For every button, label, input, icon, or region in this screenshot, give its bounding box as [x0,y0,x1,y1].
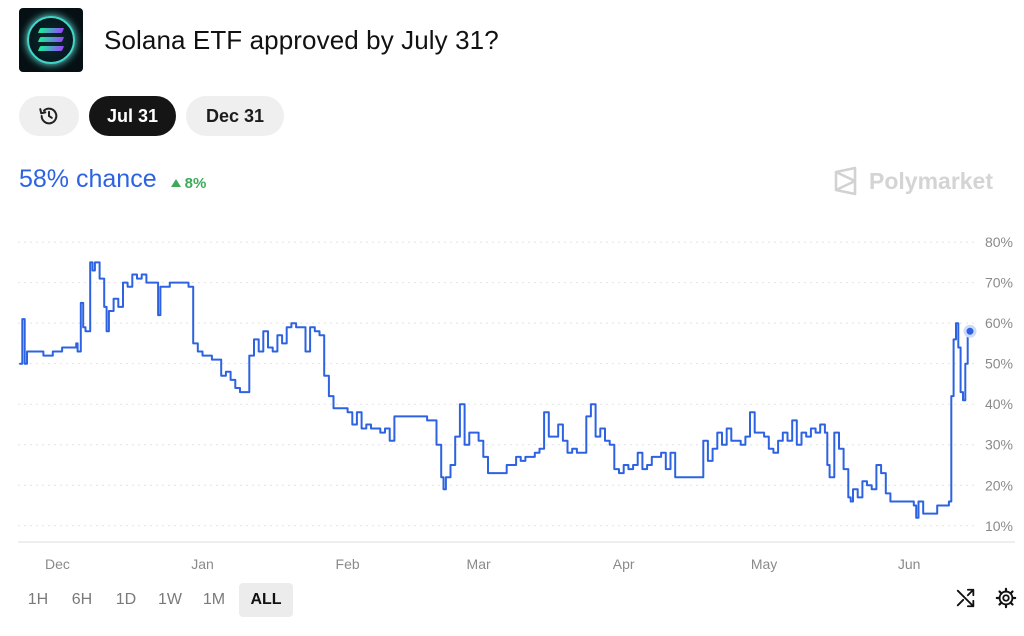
polymarket-logo-icon [834,166,857,196]
y-tick-label: 50% [985,356,1013,372]
settings-button[interactable] [994,586,1018,610]
y-tick-label: 60% [985,315,1013,331]
range-1m[interactable]: 1M [202,591,226,608]
x-tick-label: Apr [613,556,635,572]
x-tick-label: Dec [45,556,70,572]
range-1d[interactable]: 1D [115,591,137,608]
market-title: Solana ETF approved by July 31? [104,24,499,55]
price-line [19,261,971,519]
time-range-selector: 1H 6H 1D 1W 1M ALL [19,583,293,617]
y-tick-label: 10% [985,518,1013,534]
market-header: Solana ETF approved by July 31? [19,8,499,72]
chance-value: 58% chance [19,165,157,193]
chance-summary: 58% chance 8% [19,165,206,194]
date-tabs: Jul 31 Dec 31 [19,96,284,136]
up-triangle-icon [170,179,181,187]
history-icon [39,107,58,125]
shuffle-button[interactable] [954,586,978,610]
x-tick-label: May [751,556,777,572]
y-tick-label: 80% [985,234,1013,250]
range-1w[interactable]: 1W [158,591,182,608]
range-6h[interactable]: 6H [71,591,93,608]
solana-logo-icon [19,8,83,72]
change-value: 8% [184,174,207,192]
y-tick-label: 70% [985,275,1013,291]
brand-name: Polymarket [869,167,994,194]
price-chart[interactable]: 10% 20% 30% 40% 50% 60% 70% 80% Dec Jan Feb Mar Apr M… [0,220,1024,580]
gear-icon [995,587,1017,609]
chart-tools [954,586,1018,610]
polymarket-watermark: Polymarket [833,166,993,196]
x-tick-label: Jan [191,556,214,572]
history-button[interactable] [19,96,79,136]
tab-dec-31[interactable]: Dec 31 [186,96,284,136]
tab-jul-31[interactable]: Jul 31 [89,96,176,136]
shuffle-icon [956,588,975,608]
range-all[interactable]: ALL [239,583,293,617]
x-tick-label: Jun [898,556,921,572]
range-1h[interactable]: 1H [27,591,49,608]
current-price-dot [963,324,977,338]
x-tick-label: Feb [336,556,360,572]
change-badge: 8% [170,174,207,192]
y-tick-label: 40% [985,396,1013,412]
y-tick-label: 30% [985,437,1013,453]
x-tick-label: Mar [467,556,491,572]
y-tick-label: 20% [985,477,1013,493]
